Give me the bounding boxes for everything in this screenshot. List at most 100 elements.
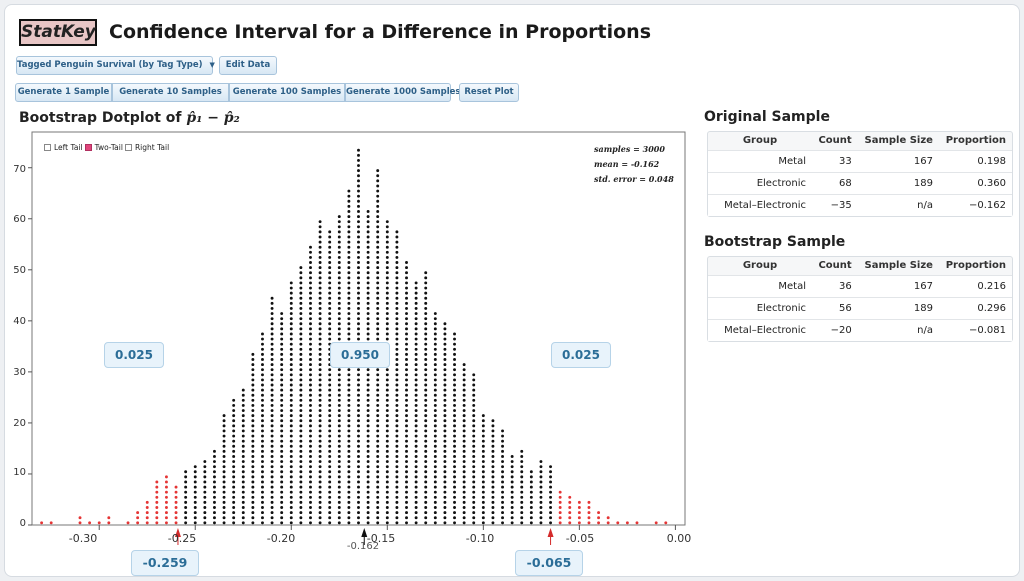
sample-dot	[453, 347, 456, 351]
sample-dot	[328, 480, 332, 484]
original-sample-table: Group Count Sample Size Proportion Metal…	[707, 131, 1013, 217]
generate-100-button[interactable]: Generate 100 Samples	[229, 83, 345, 102]
sample-dot	[443, 465, 447, 469]
sample-dot	[453, 368, 456, 372]
sample-dot	[347, 434, 351, 438]
sample-dot	[155, 516, 159, 520]
sample-dot	[337, 383, 341, 387]
sample-dot	[424, 470, 428, 474]
sample-dot	[472, 470, 476, 474]
sample-dot	[376, 286, 380, 290]
sample-dot	[337, 296, 341, 300]
sample-dot	[318, 301, 322, 305]
generate-1-button[interactable]: Generate 1 Sample	[15, 83, 112, 102]
sample-dot	[501, 439, 504, 443]
sample-dot	[376, 490, 380, 494]
sample-dot	[385, 490, 389, 494]
sample-dot	[318, 235, 322, 239]
sample-dot	[318, 495, 322, 499]
sample-dot	[510, 490, 514, 494]
right-tail-checkbox[interactable]	[124, 144, 132, 151]
sample-dot	[251, 352, 255, 356]
sample-dot	[280, 500, 284, 504]
sample-dot	[443, 444, 447, 448]
table-row: Metal 36 167 0.216	[708, 274, 1012, 297]
sample-dot	[280, 403, 284, 407]
sample-dot	[568, 495, 572, 499]
sample-dot	[424, 312, 428, 315]
lower-bound-box[interactable]: -0.259	[131, 550, 199, 576]
sample-dot	[472, 511, 476, 515]
sample-dot	[462, 506, 466, 509]
two-tail-checkbox[interactable]	[84, 144, 92, 151]
sample-dot	[405, 352, 408, 356]
left-tail-checkbox[interactable]	[44, 144, 51, 151]
sample-dot	[145, 506, 149, 509]
sample-dot	[337, 337, 341, 341]
sample-dot	[491, 424, 495, 428]
statkey-logo[interactable]: StatKey	[19, 19, 97, 46]
sample-dot	[443, 511, 447, 515]
sample-dot	[309, 342, 312, 346]
sample-dot	[433, 480, 437, 484]
sample-dot	[174, 495, 178, 499]
middle-proportion[interactable]: 0.950	[330, 342, 390, 368]
sample-dot	[395, 429, 399, 433]
left-tail-proportion[interactable]: 0.025	[104, 342, 164, 368]
sample-dot	[395, 266, 399, 270]
sample-dot	[510, 511, 514, 515]
generate-10-button[interactable]: Generate 10 Samples	[112, 83, 229, 102]
sample-dot	[385, 398, 389, 402]
sample-dot	[337, 245, 341, 249]
sample-dot	[424, 383, 428, 387]
sample-dot	[289, 373, 293, 377]
sample-dot	[309, 409, 312, 412]
sample-dot	[155, 485, 159, 489]
sample-dot	[318, 240, 322, 244]
sample-dot	[309, 317, 312, 321]
sample-dot	[443, 429, 447, 433]
upper-bound-marker[interactable]	[547, 528, 554, 537]
sample-dot	[289, 337, 293, 341]
sample-dot	[347, 460, 351, 464]
sample-dot	[424, 444, 428, 448]
generate-1000-button[interactable]: Generate 1000 Samples	[345, 83, 460, 102]
mean-marker[interactable]	[361, 528, 368, 537]
edit-data-button[interactable]: Edit Data	[219, 56, 277, 75]
sample-dot	[395, 485, 399, 489]
lower-bound-marker[interactable]	[174, 528, 181, 537]
sample-dot	[289, 368, 293, 372]
upper-bound-box[interactable]: -0.065	[515, 550, 583, 576]
right-tail-proportion[interactable]: 0.025	[551, 342, 611, 368]
table-row: Electronic 56 189 0.296	[708, 296, 1012, 319]
sample-dot	[357, 449, 360, 453]
sample-dot	[270, 312, 274, 315]
reset-plot-button[interactable]: Reset Plot	[459, 83, 519, 102]
sample-dot	[328, 521, 332, 525]
sample-dot	[385, 368, 389, 372]
sample-dot	[462, 439, 466, 443]
sample-dot	[405, 506, 408, 509]
sample-dot	[251, 363, 255, 367]
sample-dot	[251, 403, 255, 407]
sample-dot	[577, 500, 581, 504]
sample-dot	[357, 306, 360, 310]
sample-dot	[443, 352, 447, 356]
sample-dot	[510, 460, 514, 464]
sample-dot	[539, 495, 543, 499]
sample-dot	[385, 220, 389, 224]
sample-dot	[385, 312, 389, 315]
sample-dot	[462, 434, 466, 438]
sample-dot	[318, 342, 322, 346]
sample-dot	[424, 342, 428, 346]
dataset-dropdown[interactable]: Tagged Penguin Survival (by Tag Type) ▼	[16, 56, 215, 75]
sample-dot	[424, 276, 428, 280]
left-tail-label: Left Tail	[54, 143, 83, 152]
sample-dot	[328, 495, 332, 499]
sample-dot	[251, 485, 255, 489]
sample-dot	[222, 419, 226, 423]
sample-dot	[299, 500, 303, 504]
sample-dot	[654, 521, 658, 525]
sample-dot	[347, 506, 351, 509]
sample-dot	[510, 521, 514, 525]
